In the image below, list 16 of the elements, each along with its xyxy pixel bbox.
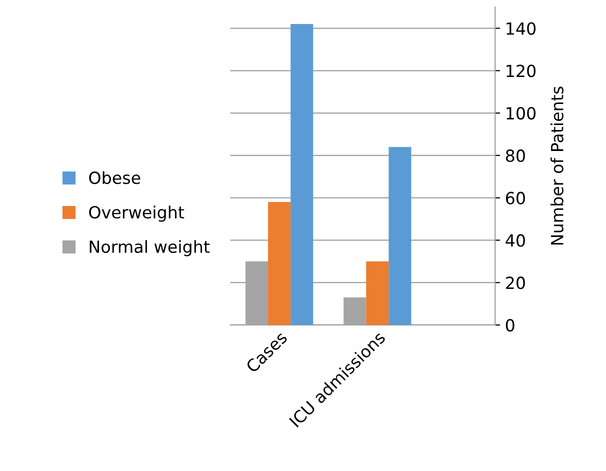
y-tick-label: 80 bbox=[506, 149, 525, 162]
bar bbox=[388, 146, 412, 325]
bar bbox=[268, 202, 291, 325]
legend-label: Overweight bbox=[89, 206, 184, 222]
y-axis-title: Number of Patients bbox=[550, 86, 564, 245]
y-tick-label: 20 bbox=[506, 276, 525, 290]
y-tick-label: 60 bbox=[506, 192, 525, 204]
y-tick-label: 140 bbox=[506, 22, 536, 35]
y-tick-label: 0 bbox=[506, 318, 514, 332]
bar bbox=[366, 261, 389, 325]
y-tick-label: 40 bbox=[506, 234, 525, 247]
y-tick-label: 100 bbox=[506, 107, 536, 120]
legend-label: Normal weight bbox=[90, 240, 210, 256]
bar bbox=[290, 24, 314, 325]
legend-label: Obese bbox=[89, 171, 140, 184]
y-tick-label: 120 bbox=[506, 64, 536, 78]
